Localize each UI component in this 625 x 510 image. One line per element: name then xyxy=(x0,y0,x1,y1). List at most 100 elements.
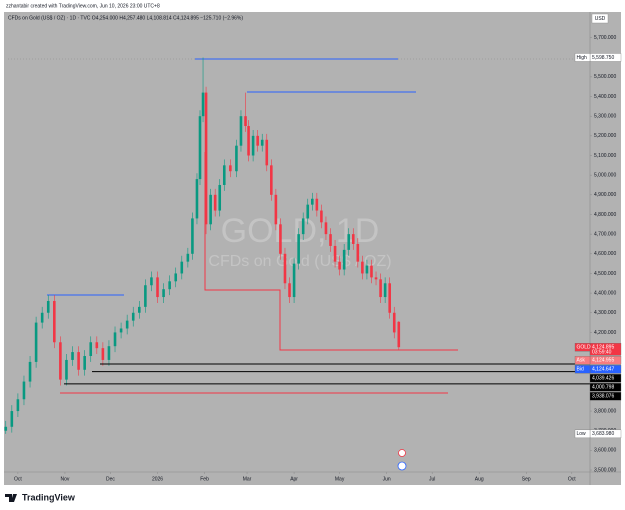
candle-body xyxy=(28,361,32,382)
candle-body xyxy=(95,342,99,349)
price-tag-title-box xyxy=(574,343,591,352)
flag-icons[interactable] xyxy=(397,449,407,471)
candle-body xyxy=(16,399,20,412)
x-tick-label: Oct xyxy=(14,476,22,482)
candle-body xyxy=(218,184,222,211)
price-tag-label: 4,000.798 xyxy=(592,385,614,391)
candle-body xyxy=(324,222,328,235)
x-tick-label: Apr xyxy=(290,476,298,482)
candle-body xyxy=(315,198,319,211)
price-tag: 3,683.980 Low xyxy=(574,429,622,439)
candle-body xyxy=(222,165,226,185)
candle-body xyxy=(195,179,199,219)
candle-body xyxy=(4,426,8,431)
price-tag: 3,938.076 xyxy=(589,392,622,401)
price-tag-countdown: 03:59:40 xyxy=(592,350,612,356)
price-tag-label: 3,683.980 xyxy=(592,431,614,437)
price-tag-title: Ask xyxy=(577,358,586,364)
candle-body xyxy=(59,342,62,380)
candle-body xyxy=(186,253,190,262)
logo-mark xyxy=(5,494,17,502)
watermark-symbol: GOLD, 1D xyxy=(221,212,380,250)
candle-body xyxy=(53,300,56,343)
candle-body xyxy=(251,135,255,156)
candle-body xyxy=(198,116,202,180)
y-tick-label: 5,400.000 xyxy=(594,94,616,100)
brand-logo: TradingView xyxy=(5,492,76,502)
price-tag-title-box xyxy=(574,365,591,374)
price-tag-label: 4,124.647 xyxy=(592,367,614,373)
event-icon[interactable] xyxy=(397,461,407,471)
red-level xyxy=(204,152,458,351)
y-tick-label: 5,500.000 xyxy=(594,74,616,80)
price-tag-label: 5,598.750 xyxy=(592,55,614,61)
event-icon[interactable] xyxy=(398,449,406,457)
price-tag-title-box xyxy=(574,53,591,62)
y-tick-label: 4,600.000 xyxy=(594,251,616,257)
x-tick-label: Jun xyxy=(383,476,391,482)
currency-box[interactable] xyxy=(591,13,609,24)
candle-body xyxy=(65,359,68,380)
price-tag-title-box xyxy=(574,356,591,365)
price-tag: 5,598.750 High xyxy=(574,53,622,62)
y-tick-label: 4,200.000 xyxy=(594,330,616,336)
candle-body xyxy=(156,277,159,298)
price-tag-box xyxy=(589,374,622,383)
candle-body xyxy=(125,320,129,329)
candle-body xyxy=(374,277,378,280)
x-tick-label: Sep xyxy=(522,476,531,482)
y-tick-label: 4,400.000 xyxy=(594,290,616,296)
y-tick-label: 4,500.000 xyxy=(594,271,616,277)
x-tick-label: Dec xyxy=(106,476,115,482)
candle-body xyxy=(256,135,259,146)
price-tag-box xyxy=(589,392,622,401)
y-tick-label: 3,800.000 xyxy=(594,408,616,414)
candle-body xyxy=(347,234,351,250)
candle-body xyxy=(101,348,105,360)
candle-body xyxy=(131,312,135,321)
candle-body xyxy=(351,234,355,244)
candle-body xyxy=(288,283,291,298)
candle-body xyxy=(320,210,323,223)
candle-body xyxy=(119,328,123,333)
candle-body xyxy=(388,283,391,313)
y-tick-label: 4,900.000 xyxy=(594,192,616,198)
y-tick-label: 4,300.000 xyxy=(594,310,616,316)
brand: TradingView xyxy=(22,492,76,502)
symbol-legend: CFDs on Gold (US$ / OZ) · 1D · TVC O4,25… xyxy=(8,15,243,21)
y-tick-label: 5,200.000 xyxy=(594,133,616,139)
candle-body xyxy=(137,306,141,313)
candle-body xyxy=(260,139,264,146)
candle-body xyxy=(235,145,238,172)
candle-body xyxy=(10,411,14,427)
candle-body xyxy=(180,261,184,274)
currency[interactable]: USD xyxy=(595,16,606,22)
candle-body xyxy=(297,234,300,264)
candle-body xyxy=(113,332,117,347)
price-tag-label: 3,938.076 xyxy=(592,394,614,400)
chart-background xyxy=(4,12,621,485)
x-tick-label: Feb xyxy=(200,476,209,482)
price-tag-label: 4,124.895 xyxy=(592,345,614,351)
x-tick-label: Mar xyxy=(243,476,252,482)
candle-body xyxy=(338,261,341,270)
candle-body xyxy=(310,198,314,205)
candle-body xyxy=(292,263,296,298)
candle-body xyxy=(274,194,278,225)
candle-body xyxy=(301,218,305,235)
y-tick-label: 4,800.000 xyxy=(594,212,616,218)
price-tag-title: Low xyxy=(577,431,587,437)
candle-body xyxy=(107,346,111,360)
x-tick-label: 2026 xyxy=(152,476,163,482)
attribution: zzhantabir created with TradingView.com,… xyxy=(6,3,160,9)
candle-body xyxy=(204,92,208,225)
drawings xyxy=(8,58,588,394)
price-tag: 4,124.955 Ask xyxy=(574,356,622,365)
candle-body xyxy=(201,92,205,117)
candle-body xyxy=(356,243,360,262)
candle-body xyxy=(71,352,74,360)
candle-body xyxy=(306,204,310,219)
candle-body xyxy=(379,279,382,298)
price-tag-box xyxy=(589,383,622,392)
